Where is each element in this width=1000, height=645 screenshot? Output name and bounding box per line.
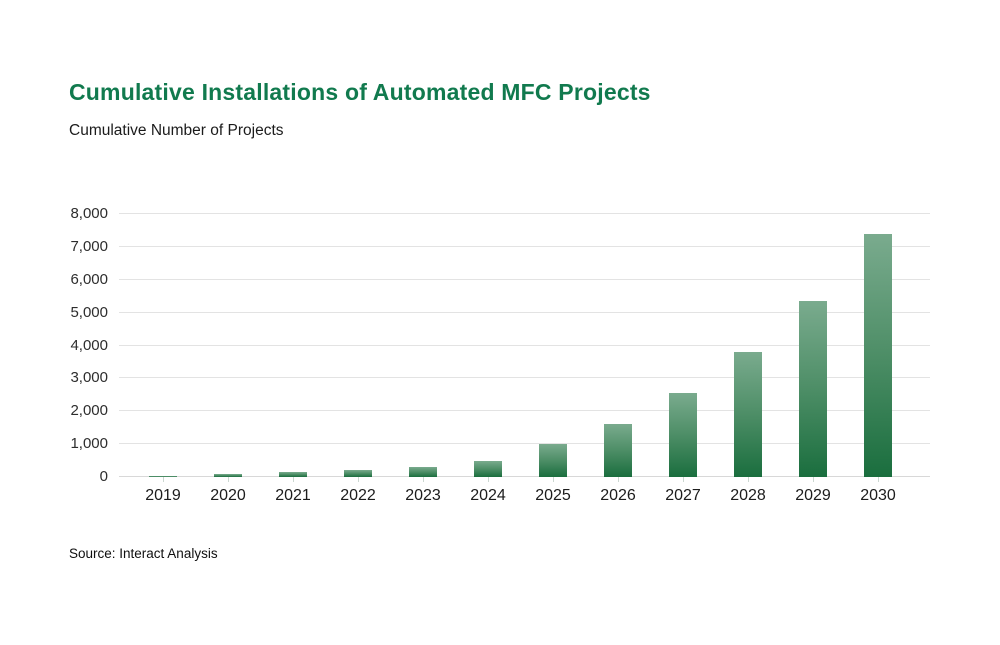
y-tick-label-4,000: 4,000 (70, 336, 108, 354)
x-axis-label-2025: 2025 (535, 487, 571, 504)
bar-2019 (149, 475, 177, 477)
y-tick-label-6,000: 6,000 (70, 270, 108, 288)
gridline-8,000 (119, 213, 930, 214)
bar-2029 (799, 301, 827, 477)
bar-2024 (474, 460, 502, 477)
gridline-1,000 (119, 443, 930, 445)
chart-subtitle: Cumulative Number of Projects (69, 122, 284, 139)
bar-2020 (214, 474, 242, 477)
x-axis-label-2028: 2028 (730, 487, 766, 504)
gridline-4,000 (119, 344, 930, 346)
x-tick-2019 (163, 477, 164, 482)
bar-2026 (604, 424, 632, 477)
x-tick-2022 (358, 477, 359, 482)
y-tick-label-0: 0 (99, 468, 108, 485)
x-axis-label-2020: 2020 (210, 487, 246, 504)
chart-title: Cumulative Installations of Automated MF… (69, 79, 651, 105)
bar-2027 (669, 393, 697, 477)
bar-2021 (279, 472, 307, 477)
x-axis-label-2027: 2027 (665, 487, 701, 504)
x-tick-2023 (423, 477, 424, 482)
bar-2023 (409, 467, 437, 477)
x-axis-label-2022: 2022 (340, 487, 376, 504)
x-tick-2029 (813, 477, 814, 482)
x-axis-label-2024: 2024 (470, 487, 506, 504)
x-tick-2028 (748, 477, 749, 482)
x-axis-line (119, 476, 930, 477)
bar-2030 (864, 233, 892, 477)
x-tick-2030 (878, 477, 879, 482)
x-axis-label-2029: 2029 (795, 487, 831, 504)
y-tick-label-7,000: 7,000 (70, 237, 108, 255)
gridline-6,000 (119, 278, 930, 280)
x-tick-2024 (488, 477, 489, 482)
plot-area: 2019 2020 2021 2022 2023 2024 2025 2026 2027 2028… (119, 213, 930, 504)
x-tick-2027 (683, 477, 684, 482)
gridline-5,000 (119, 311, 930, 313)
x-tick-2021 (293, 477, 294, 482)
y-tick-label-1,000: 1,000 (70, 435, 108, 453)
y-tick-label-8,000: 8,000 (70, 205, 108, 222)
y-tick-label-3,000: 3,000 (70, 369, 108, 387)
x-tick-2025 (553, 477, 554, 482)
x-axis-label-2019: 2019 (145, 487, 181, 504)
gridline-3,000 (119, 377, 930, 379)
x-axis-label-2023: 2023 (405, 487, 441, 504)
bar-2025 (539, 444, 567, 477)
y-tick-label-2,000: 2,000 (70, 402, 108, 420)
x-axis-label-2021: 2021 (275, 487, 311, 504)
x-axis-label-2026: 2026 (600, 487, 636, 504)
bar-2028 (734, 352, 762, 477)
x-tick-2020 (228, 477, 229, 482)
y-tick-label-5,000: 5,000 (70, 303, 108, 321)
bar-2022 (344, 470, 372, 477)
gridline-7,000 (119, 245, 930, 247)
x-axis-label-2030: 2030 (860, 487, 896, 504)
source-note: Source: Interact Analysis (69, 546, 218, 561)
gridline-2,000 (119, 410, 930, 412)
x-tick-2026 (618, 477, 619, 482)
